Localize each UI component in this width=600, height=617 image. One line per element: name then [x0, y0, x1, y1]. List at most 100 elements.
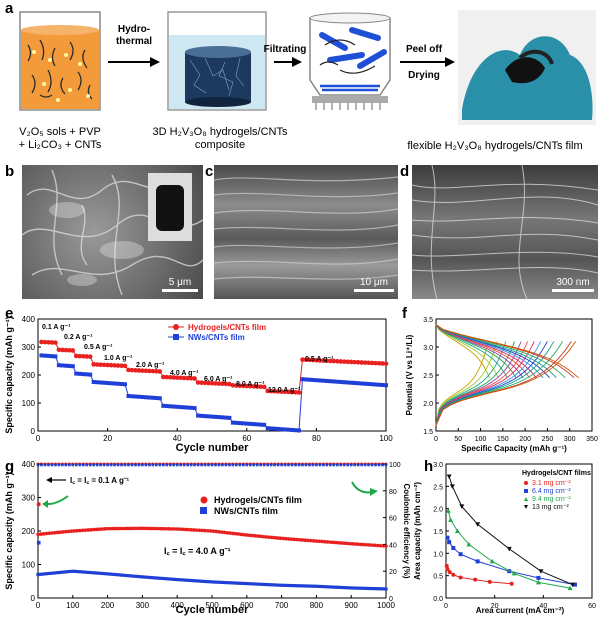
h-point — [447, 570, 452, 575]
g-point-hydrogel — [58, 530, 63, 535]
g-point-hydrogel — [281, 536, 285, 541]
g-point-hydrogel — [272, 535, 277, 540]
h-legend-0: 3.1 mg cm⁻² — [532, 480, 571, 487]
g-ce-point-nws — [370, 463, 374, 467]
g-point-hydrogel — [348, 541, 352, 546]
e-point-hydrogel — [164, 374, 170, 380]
g-point-nws — [320, 584, 324, 589]
h-point — [511, 570, 517, 576]
g-ce-point-nws — [172, 463, 176, 467]
g-point-nws — [111, 572, 115, 576]
g-point-nws — [367, 586, 371, 591]
g-ce-point-nws — [356, 463, 360, 467]
chart-f: 0 50 100 150 200 250 300 350 1.5 2.0 2.5 3.0 3.5 Spe… — [405, 317, 598, 453]
g-point-hydrogel — [108, 526, 113, 531]
g-point-nws — [44, 572, 48, 576]
panel-a-label: a — [5, 0, 14, 17]
chart-g: 0 100 200 300 400 500 600 700 800 900 100001002003… — [4, 460, 410, 616]
x-tick-label: 200 — [519, 436, 531, 443]
g-ce-point-nws — [238, 463, 242, 467]
e-point-nws — [331, 379, 336, 384]
g-point-hydrogel — [208, 529, 213, 533]
g-ce-point-nws — [266, 463, 269, 467]
g-ce-point-nws — [269, 463, 273, 467]
g-point-hydrogel — [89, 527, 93, 532]
g-point-nws — [275, 583, 280, 587]
g-point-nws — [234, 581, 238, 585]
e-point-hydrogel — [136, 368, 142, 373]
filtrating-label: Filtrating — [263, 44, 307, 55]
g-ce-point-nws — [384, 463, 388, 467]
g-ce-point-nws — [280, 463, 283, 467]
y-tick-label: 2.5 — [433, 484, 443, 491]
e-point-hydrogel — [101, 362, 107, 368]
g-point-nws — [209, 580, 213, 584]
g-point-hydrogel — [75, 528, 79, 533]
e-point-hydrogel — [227, 381, 232, 387]
g-point-hydrogel — [242, 532, 246, 537]
g-point-nws — [139, 575, 143, 579]
g-point-nws — [309, 584, 313, 588]
e-point-hydrogel — [119, 363, 124, 369]
e-point-hydrogel — [87, 354, 93, 359]
g-point-hydrogel — [52, 530, 57, 535]
g-point-hydrogel — [217, 530, 221, 534]
g-ce-point-nws — [113, 463, 116, 467]
e-point-hydrogel — [73, 353, 79, 359]
h-point — [444, 563, 449, 568]
e-point-hydrogel — [174, 375, 180, 380]
e-point-nws — [53, 354, 58, 359]
e-point-nws — [116, 381, 121, 386]
g-y2label: Coulombic efficiency (%) — [402, 483, 410, 578]
g-ce-point-nws — [304, 463, 308, 467]
g-ce-point-nws — [165, 463, 169, 467]
e-point-nws — [223, 415, 228, 420]
g-ce-point-nws — [106, 463, 109, 467]
g-point-nws — [136, 574, 140, 579]
g-point-nws — [259, 582, 263, 586]
g-point-nws — [256, 582, 260, 586]
e-point-hydrogel — [160, 374, 166, 380]
e-point-nws — [81, 372, 86, 377]
e-point-nws — [265, 426, 270, 431]
g-point-hydrogel — [114, 526, 118, 531]
y-tick-label: 3.5 — [423, 317, 433, 324]
e-point-nws — [109, 381, 114, 386]
e-point-nws — [161, 403, 166, 408]
e-point-hydrogel — [185, 375, 190, 381]
g-point-nws — [92, 571, 96, 575]
f-charge-curve — [435, 341, 529, 426]
e-point-nws — [349, 380, 354, 385]
g-ce-point-nws — [287, 463, 290, 467]
g-point-nws — [245, 581, 249, 586]
g-point-hydrogel — [328, 540, 333, 544]
rate-label-0: 0.1 A g⁻¹ — [42, 324, 71, 331]
g-point-nws — [298, 584, 302, 588]
e-point-hydrogel — [181, 375, 187, 381]
g-point-hydrogel — [36, 532, 40, 537]
e-point-hydrogel — [112, 363, 117, 368]
g-point-hydrogel — [161, 526, 166, 531]
g-ce-point-nws — [47, 463, 50, 467]
e-point-nws — [185, 405, 190, 410]
g-ce-point-nws — [85, 463, 89, 467]
panel-c-label: c — [205, 163, 214, 180]
g-point-nws — [247, 582, 252, 586]
e-point-hydrogel — [115, 363, 121, 368]
rate-label-3: 1.0 A g⁻¹ — [104, 355, 133, 362]
e-point-nws — [227, 415, 232, 420]
e-point-hydrogel — [199, 380, 204, 386]
g-point-nws — [78, 570, 82, 574]
e-point-nws — [210, 414, 214, 419]
g-point-hydrogel — [100, 527, 104, 531]
g-point-nws — [376, 587, 380, 591]
h-point — [449, 484, 455, 489]
e-point-nws — [255, 422, 260, 427]
e-legend-nws: NWs/CNTs film — [188, 333, 245, 342]
g-point-nws — [183, 578, 188, 582]
x-tick-label: 100 — [475, 436, 487, 443]
g-ce-point-nws — [179, 463, 182, 467]
composite-caption-2: composite — [194, 139, 246, 151]
e-point-hydrogel — [261, 384, 267, 390]
g-point-hydrogel — [228, 531, 232, 535]
